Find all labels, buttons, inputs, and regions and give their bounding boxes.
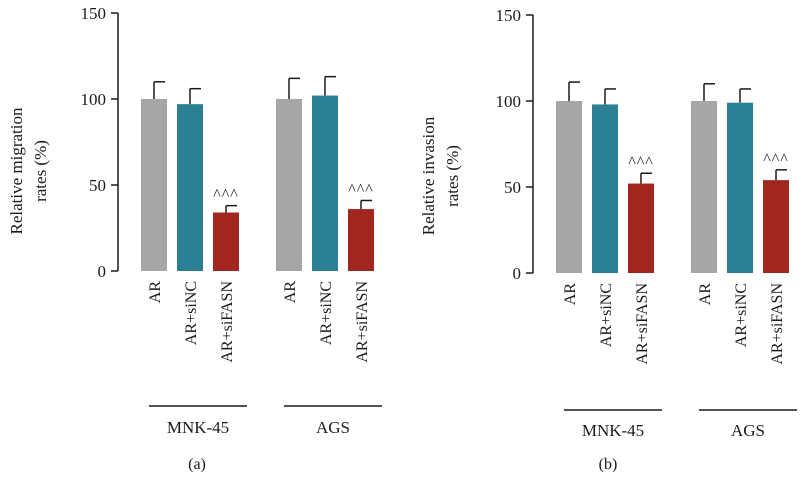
group-label: AGS	[316, 418, 350, 437]
y-tick-label: 50	[89, 176, 106, 195]
group-labels: MNK-45 AGS	[149, 405, 382, 437]
y-axis-label: Relative invasion rates (%)	[419, 116, 462, 235]
bar	[348, 209, 374, 271]
y-tick-label: 0	[513, 264, 522, 283]
significance-marker: ^^^	[213, 187, 239, 204]
category-label: AR	[562, 283, 579, 306]
category-label: AR+siFASN	[219, 281, 236, 363]
bar-ar-sinc: AR+siNC	[312, 75, 338, 345]
bars: AR AR+siNC ^^^ AR+siFASN AR AR+siNC ^^^ AR+siFA…	[141, 75, 374, 363]
bar	[177, 104, 203, 271]
category-label: AR+siNC	[318, 281, 335, 345]
panel-label: (b)	[599, 456, 618, 473]
bar	[213, 212, 239, 271]
bar	[592, 104, 618, 273]
y-axis: 0 50 100 150	[496, 6, 534, 283]
panel-a: 0 50 100 150 Relative migration rates (%) A…	[7, 4, 382, 473]
bar-ar-sifasn: ^^^ AR+siFASN	[763, 151, 789, 365]
significance-marker: ^^^	[348, 181, 374, 198]
significance-marker: ^^^	[628, 154, 654, 171]
group-label: MNK-45	[582, 421, 644, 440]
bar-ar: AR	[276, 77, 302, 304]
bar	[628, 183, 654, 273]
bar	[556, 101, 582, 273]
y-tick-label: 100	[496, 92, 522, 111]
category-label: AR	[282, 281, 299, 304]
y-axis-label-line-2: rates (%)	[443, 145, 462, 207]
category-label: AR+siNC	[598, 283, 615, 347]
y-axis-label-line-1: Relative migration	[7, 107, 26, 234]
significance-marker: ^^^	[763, 151, 789, 168]
panel-label: (a)	[188, 456, 206, 473]
bar	[727, 102, 753, 273]
bar	[312, 95, 338, 271]
y-tick-label: 0	[98, 262, 107, 281]
y-axis-label: Relative migration rates (%)	[7, 107, 50, 234]
category-label: AR	[697, 283, 714, 306]
y-axis-label-line-1: Relative invasion	[419, 116, 438, 235]
group-labels: MNK-45 AGS	[564, 409, 797, 440]
bar-ar-sinc: AR+siNC	[727, 88, 753, 347]
y-axis-label-line-2: rates (%)	[31, 140, 50, 202]
bar-ar-sifasn: ^^^ AR+siFASN	[628, 154, 654, 365]
bar-ar-sinc: AR+siNC	[592, 88, 618, 347]
bar	[141, 99, 167, 271]
category-label: AR+siFASN	[634, 283, 651, 365]
y-tick-label: 150	[81, 4, 107, 23]
group-label: MNK-45	[167, 418, 229, 437]
category-label: AR+siFASN	[354, 281, 371, 363]
category-label: AR+siFASN	[769, 283, 786, 365]
panel-b: 0 50 100 150 Relative invasion rates (%) AR…	[419, 6, 797, 473]
bar-ar-sifasn: ^^^ AR+siFASN	[213, 187, 239, 363]
bar-ar: AR	[691, 83, 717, 306]
bar-ar: AR	[556, 81, 582, 306]
y-axis: 0 50 100 150	[81, 4, 119, 281]
category-label: AR	[147, 281, 164, 304]
bar	[763, 180, 789, 273]
bar-ar-sifasn: ^^^ AR+siFASN	[348, 181, 374, 363]
bar-ar-sinc: AR+siNC	[177, 87, 203, 345]
bar	[276, 99, 302, 271]
group-label: AGS	[731, 421, 765, 440]
bar-ar: AR	[141, 81, 167, 304]
category-label: AR+siNC	[183, 281, 200, 345]
y-tick-label: 100	[81, 90, 107, 109]
bar	[691, 101, 717, 273]
category-label: AR+siNC	[733, 283, 750, 347]
bars: AR AR+siNC ^^^ AR+siFASN AR AR+siNC ^^^ AR+siFA…	[556, 81, 789, 365]
y-tick-label: 150	[496, 6, 522, 25]
y-tick-label: 50	[504, 178, 521, 197]
